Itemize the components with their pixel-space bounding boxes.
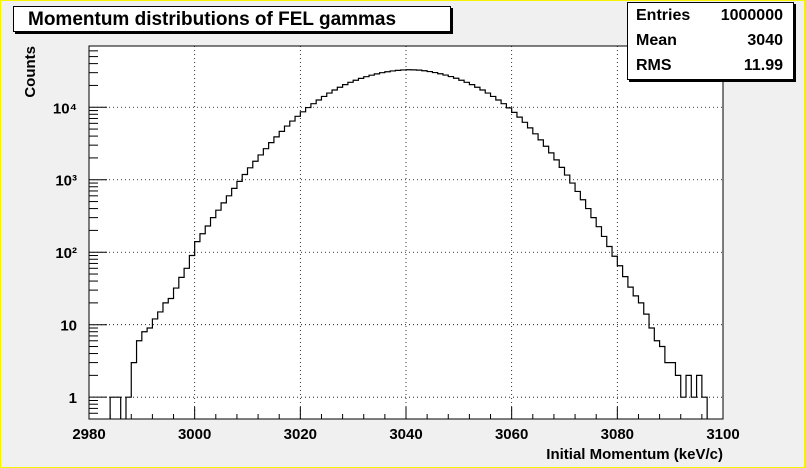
x-axis-label: Initial Momentum (keV/c) (546, 446, 723, 463)
x-tick-label: 3040 (389, 426, 422, 443)
x-tick-label: 3020 (284, 426, 317, 443)
stats-rms-label: RMS (636, 57, 672, 74)
stats-rms-value: 11.99 (743, 57, 783, 74)
stats-row-mean: Mean 3040 (628, 28, 793, 53)
stats-mean-value: 3040 (747, 32, 783, 49)
x-tick-label: 3080 (601, 426, 634, 443)
stats-mean-label: Mean (636, 32, 677, 49)
x-tick-label: 2980 (72, 426, 105, 443)
stats-row-rms: RMS 11.99 (628, 53, 793, 78)
x-tick-label: 3100 (706, 426, 739, 443)
x-tick-label: 3060 (495, 426, 528, 443)
stats-entries-label: Entries (636, 7, 691, 24)
stats-row-entries: Entries 1000000 (628, 3, 793, 28)
y-axis-label: Counts (22, 46, 39, 98)
stats-entries-value: 1000000 (720, 7, 783, 24)
y-tick-label: 10 (60, 318, 77, 335)
stats-box: Entries 1000000 Mean 3040 RMS 11.99 (627, 2, 794, 80)
y-tick-label: 1 (69, 390, 77, 407)
y-tick-label: 10⁴ (53, 100, 77, 117)
chart-title: Momentum distributions of FEL gammas (13, 6, 451, 32)
x-tick-label: 3000 (178, 426, 211, 443)
plot-area (89, 46, 723, 419)
histogram-line (109, 69, 708, 419)
y-tick-label: 10² (55, 245, 77, 262)
y-tick-label: 10³ (55, 173, 77, 190)
